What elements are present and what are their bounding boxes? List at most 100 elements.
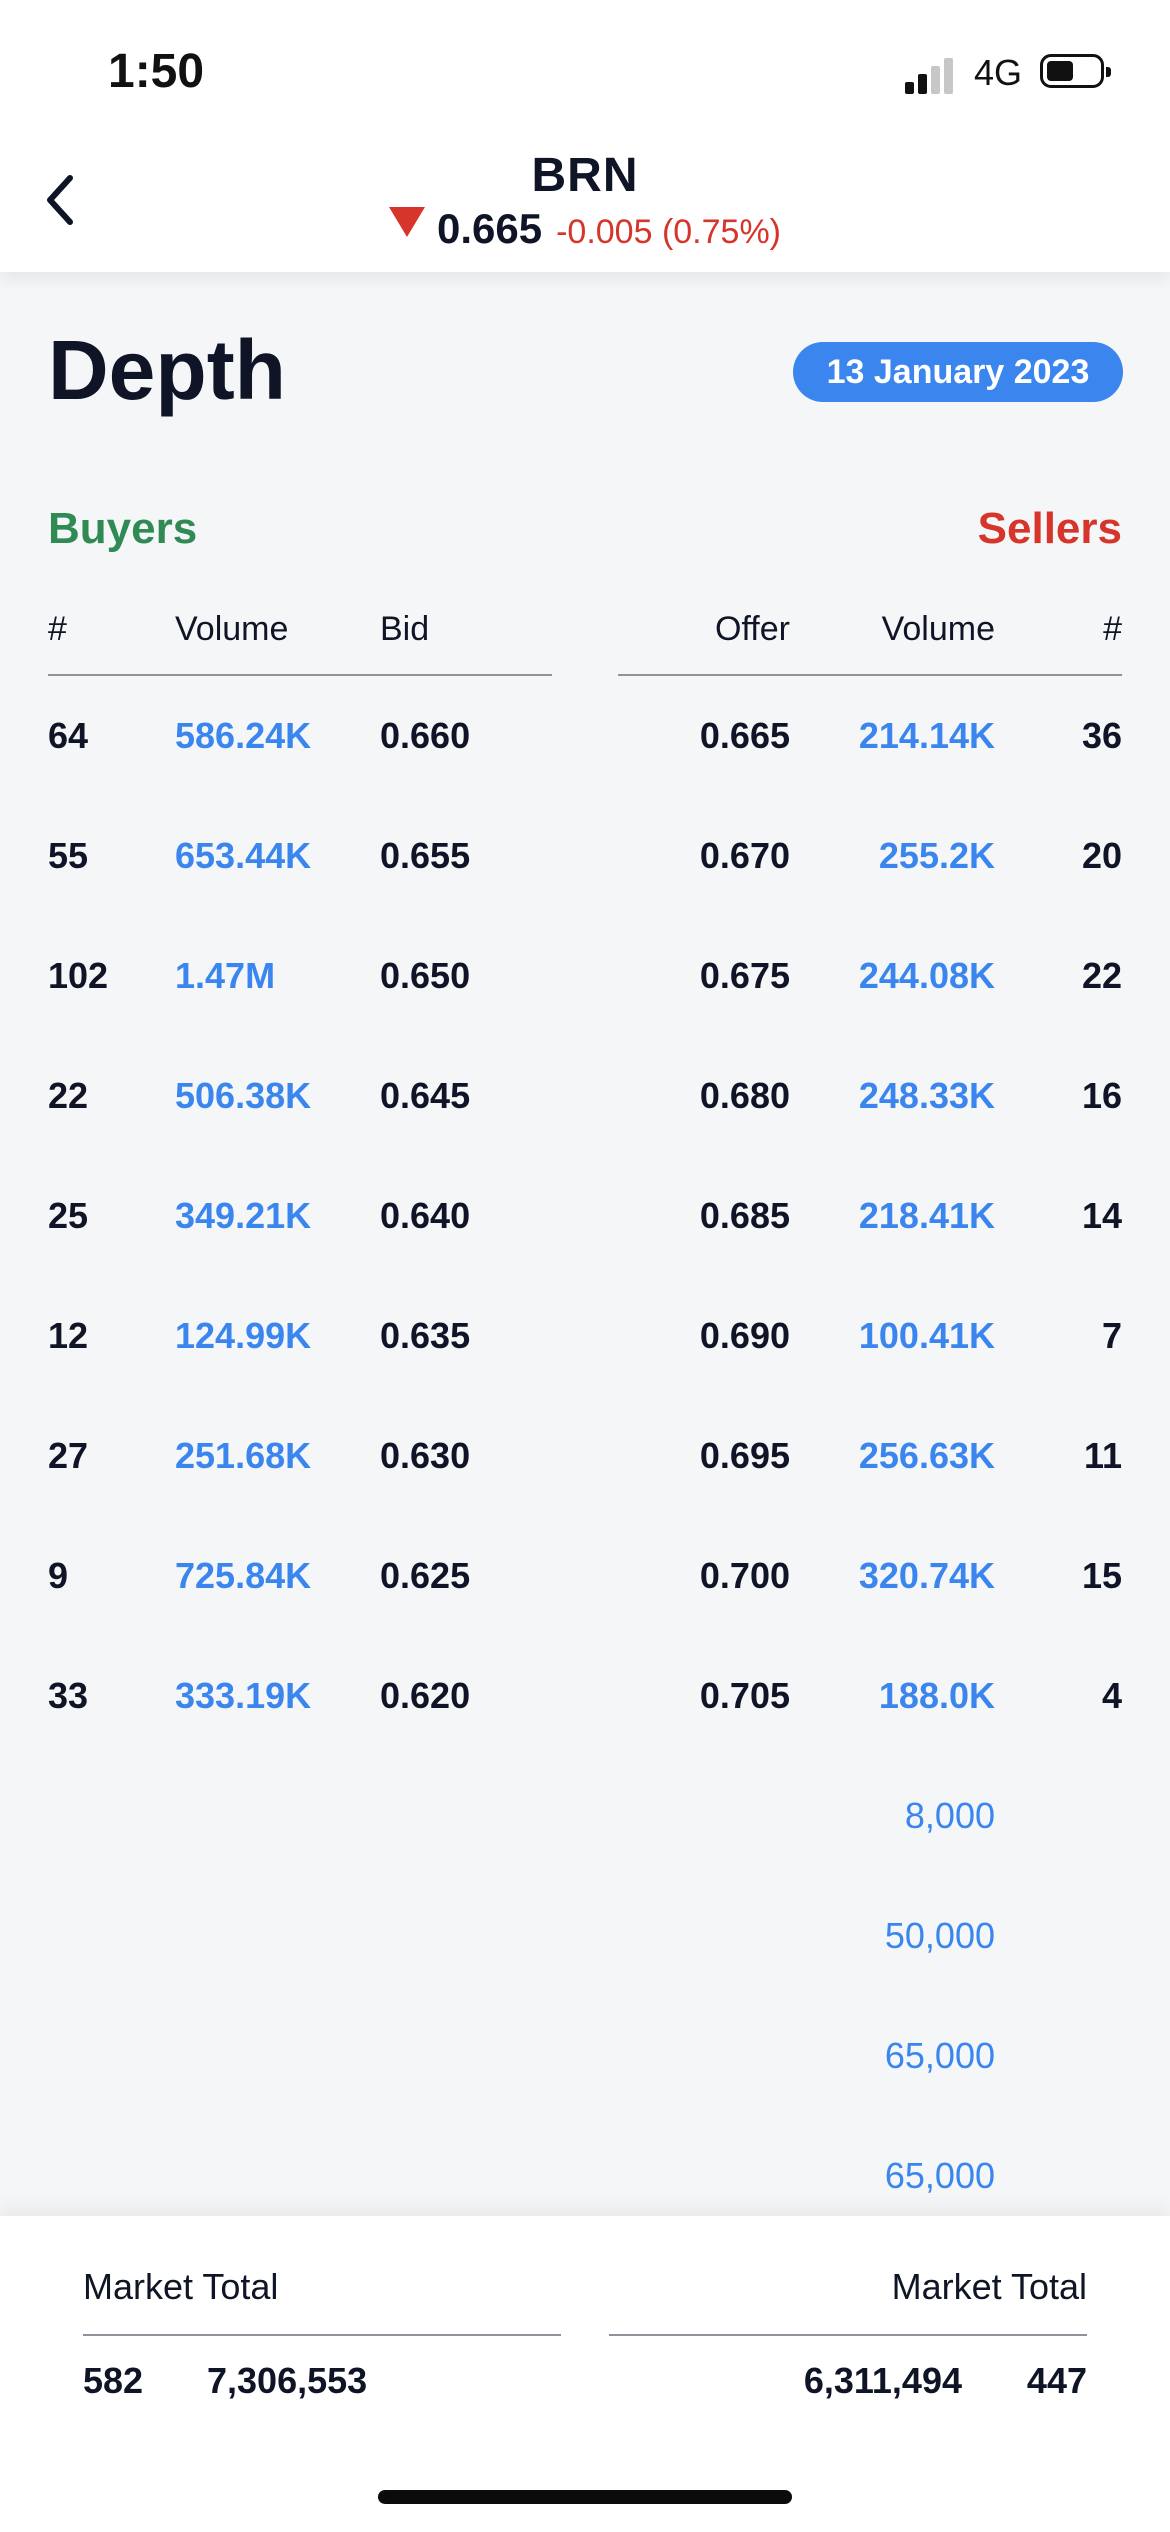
table-row[interactable]: 50,000 — [0, 1900, 1170, 2020]
buyer-volume: 506.38K — [175, 1075, 312, 1116]
seller-volume: 244.08K — [858, 955, 995, 996]
bid-price: 0.635 — [380, 1315, 471, 1356]
offer-price: 0.680 — [699, 1075, 790, 1116]
seller-volume: 50,000 — [884, 1915, 995, 1956]
bid-header: Bid — [380, 610, 430, 648]
table-row[interactable]: 8,000 — [0, 1780, 1170, 1900]
sellers-total-divider — [609, 2334, 1087, 2336]
offer-price: 0.695 — [699, 1435, 790, 1476]
seller-volume: 214.14K — [858, 715, 995, 756]
seller-count: 11 — [1083, 1435, 1122, 1476]
buyers-volume-header: Volume — [175, 610, 289, 648]
bid-price: 0.625 — [380, 1555, 471, 1596]
page-title: Depth — [48, 323, 286, 417]
signal-icon — [905, 58, 953, 94]
buyer-volume: 586.24K — [175, 715, 312, 756]
buyer-volume: 349.21K — [175, 1195, 312, 1236]
sellers-total-volume: 6,311,494 — [803, 2360, 962, 2401]
offer-price: 0.705 — [699, 1675, 790, 1716]
down-triangle-icon — [388, 207, 425, 237]
last-price: 0.665 — [436, 205, 543, 252]
seller-count: 14 — [1081, 1195, 1122, 1236]
back-button[interactable] — [40, 170, 84, 230]
seller-count: 20 — [1081, 835, 1122, 876]
sellers-divider — [618, 674, 1122, 676]
seller-volume: 320.74K — [858, 1555, 995, 1596]
bid-price: 0.645 — [380, 1075, 471, 1116]
table-row[interactable]: 27 251.68K 0.630 0.695 256.63K 11 — [0, 1420, 1170, 1540]
buyer-volume: 333.19K — [175, 1675, 312, 1716]
sellers-heading: Sellers — [977, 504, 1122, 553]
seller-volume: 255.2K — [878, 835, 995, 876]
offer-price: 0.675 — [699, 955, 790, 996]
buyer-count: 102 — [48, 955, 109, 996]
bid-price: 0.640 — [380, 1195, 471, 1236]
seller-volume: 65,000 — [884, 2155, 995, 2196]
seller-count: 22 — [1081, 955, 1122, 996]
bid-price: 0.660 — [380, 715, 471, 756]
offer-price: 0.670 — [699, 835, 790, 876]
seller-volume: 256.63K — [858, 1435, 995, 1476]
buyer-count: 9 — [48, 1555, 69, 1596]
offer-header: Offer — [715, 610, 790, 648]
table-row[interactable]: 64 586.24K 0.660 0.665 214.14K 36 — [0, 700, 1170, 820]
buyers-total-divider — [83, 2334, 561, 2336]
table-row[interactable]: 9 725.84K 0.625 0.700 320.74K 15 — [0, 1540, 1170, 1660]
quote-summary: 0.665 -0.005 (0.75%) — [0, 205, 1170, 253]
home-indicator[interactable] — [378, 2490, 792, 2504]
table-row[interactable]: 102 1.47M 0.650 0.675 244.08K 22 — [0, 940, 1170, 1060]
buyer-count: 55 — [48, 835, 89, 876]
order-book: 64 586.24K 0.660 0.665 214.14K 36 55 653… — [0, 700, 1170, 2260]
offer-price: 0.685 — [699, 1195, 790, 1236]
sellers-volume-header: Volume — [881, 610, 995, 648]
bid-price: 0.630 — [380, 1435, 471, 1476]
seller-count: 4 — [1101, 1675, 1122, 1716]
offer-price: 0.700 — [699, 1555, 790, 1596]
buyer-count: 27 — [48, 1435, 89, 1476]
table-row[interactable]: 33 333.19K 0.620 0.705 188.0K 4 — [0, 1660, 1170, 1780]
bid-price: 0.620 — [380, 1675, 471, 1716]
seller-volume: 218.41K — [858, 1195, 995, 1236]
buyer-volume: 124.99K — [175, 1315, 312, 1356]
network-label: 4G — [974, 52, 1023, 93]
table-row[interactable]: 12 124.99K 0.635 0.690 100.41K 7 — [0, 1300, 1170, 1420]
bid-price: 0.655 — [380, 835, 471, 876]
battery-icon — [1040, 54, 1111, 88]
status-time: 1:50 — [108, 45, 205, 98]
buyer-volume: 725.84K — [175, 1555, 312, 1596]
buyers-count-header: # — [48, 610, 67, 648]
ticker-symbol: BRN — [531, 149, 639, 202]
seller-count: 16 — [1081, 1075, 1122, 1116]
sellers-total-label: Market Total — [891, 2266, 1087, 2307]
chevron-left-icon — [47, 175, 73, 225]
table-row[interactable]: 22 506.38K 0.645 0.680 248.33K 16 — [0, 1060, 1170, 1180]
buyer-count: 25 — [48, 1195, 89, 1236]
buyers-total-volume: 7,306,553 — [207, 2360, 368, 2401]
date-selector[interactable]: 13 January 2023 — [793, 342, 1123, 402]
table-row[interactable]: 65,000 — [0, 2140, 1170, 2260]
seller-count: 36 — [1081, 715, 1122, 756]
market-total-footer: Market Total Market Total 582 7,306,553 … — [0, 2216, 1170, 2532]
sellers-count-header: # — [1103, 610, 1122, 648]
buyer-count: 64 — [48, 715, 89, 756]
buyers-total-label: Market Total — [83, 2266, 279, 2307]
top-bar: 1:50 4G BRN 0.665 -0.005 (0.75%) — [0, 0, 1170, 272]
seller-volume: 8,000 — [904, 1795, 995, 1836]
table-row[interactable]: 55 653.44K 0.655 0.670 255.2K 20 — [0, 820, 1170, 940]
table-row[interactable]: 65,000 — [0, 2020, 1170, 2140]
bid-price: 0.650 — [380, 955, 471, 996]
seller-volume: 65,000 — [884, 2035, 995, 2076]
buyer-volume: 251.68K — [175, 1435, 312, 1476]
buyer-count: 12 — [48, 1315, 89, 1356]
offer-price: 0.690 — [699, 1315, 790, 1356]
seller-volume: 248.33K — [858, 1075, 995, 1116]
seller-count: 7 — [1101, 1315, 1122, 1356]
table-row[interactable]: 25 349.21K 0.640 0.685 218.41K 14 — [0, 1180, 1170, 1300]
seller-volume: 188.0K — [878, 1675, 995, 1716]
buyers-total-count: 582 — [83, 2360, 144, 2401]
buyers-heading: Buyers — [48, 504, 198, 553]
seller-count: 15 — [1081, 1555, 1122, 1596]
price-change: -0.005 (0.75%) — [556, 213, 781, 251]
offer-price: 0.665 — [699, 715, 790, 756]
buyers-divider — [48, 674, 552, 676]
